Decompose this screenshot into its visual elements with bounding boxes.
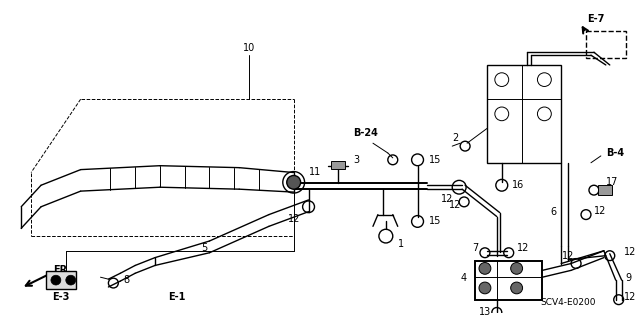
- Text: 11: 11: [308, 167, 321, 176]
- Text: E-3: E-3: [52, 292, 70, 302]
- Bar: [332, 161, 345, 169]
- Text: 12: 12: [562, 251, 574, 261]
- Text: 15: 15: [429, 155, 442, 165]
- Circle shape: [66, 275, 76, 285]
- Bar: [475, 261, 542, 300]
- Circle shape: [479, 282, 491, 294]
- Bar: [487, 65, 561, 163]
- Text: 16: 16: [511, 180, 524, 190]
- Text: 10: 10: [243, 43, 255, 53]
- Text: B-4: B-4: [606, 148, 624, 158]
- Bar: [598, 185, 612, 195]
- Text: 3: 3: [353, 155, 359, 165]
- Text: 9: 9: [626, 273, 632, 283]
- Circle shape: [287, 175, 301, 189]
- Text: 12: 12: [287, 213, 300, 224]
- Circle shape: [511, 263, 523, 274]
- Text: 5: 5: [202, 243, 207, 253]
- Text: E-7: E-7: [588, 14, 605, 24]
- Circle shape: [51, 275, 61, 285]
- Text: 12: 12: [516, 243, 529, 253]
- Bar: [46, 271, 76, 289]
- Text: 12: 12: [441, 194, 454, 204]
- Bar: [586, 31, 626, 58]
- Circle shape: [479, 263, 491, 274]
- Circle shape: [511, 282, 523, 294]
- Text: 12: 12: [594, 206, 606, 216]
- Text: 4: 4: [460, 273, 466, 283]
- Text: 12: 12: [449, 200, 461, 210]
- Text: 15: 15: [429, 217, 442, 226]
- Text: E-1: E-1: [168, 292, 185, 302]
- Text: 7: 7: [472, 243, 478, 253]
- Text: FR.: FR.: [53, 265, 71, 275]
- Text: 17: 17: [606, 177, 618, 187]
- Text: 13: 13: [479, 308, 491, 317]
- Text: 12: 12: [623, 247, 636, 257]
- Text: 1: 1: [397, 239, 404, 249]
- Text: 8: 8: [124, 275, 129, 285]
- Text: 6: 6: [550, 207, 556, 217]
- Text: SCV4-E0200: SCV4-E0200: [540, 298, 596, 307]
- Text: B-24: B-24: [353, 129, 378, 138]
- Text: 12: 12: [623, 292, 636, 302]
- Text: 2: 2: [452, 133, 458, 143]
